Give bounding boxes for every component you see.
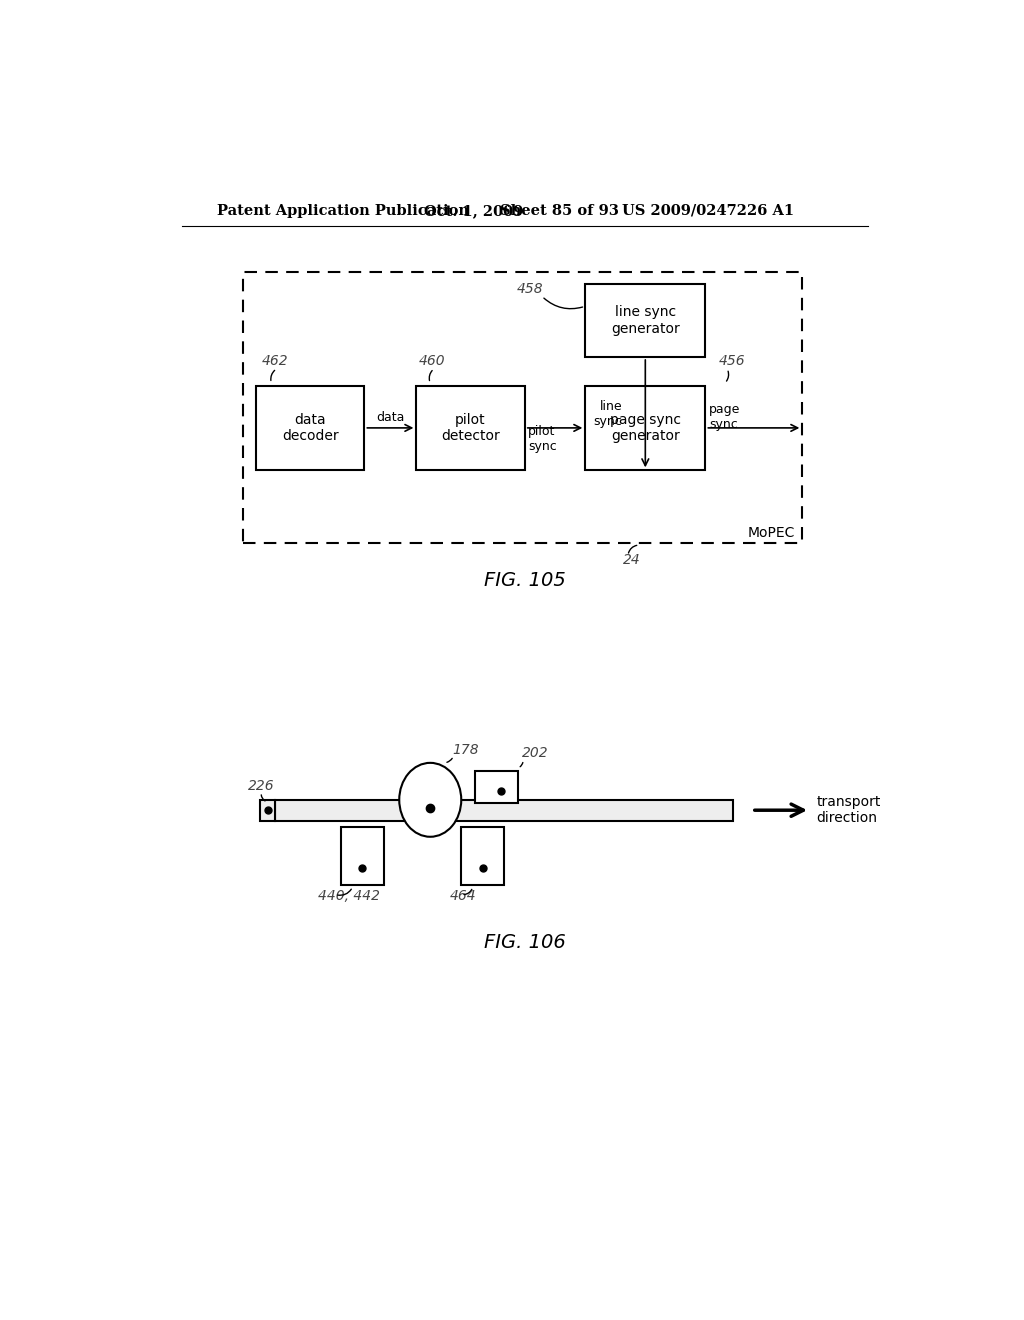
Text: page sync
generator: page sync generator [610,413,681,444]
Bar [256,385,365,470]
Bar [275,800,732,821]
Text: 458: 458 [517,282,544,296]
Bar [341,826,384,884]
Text: Oct. 1, 2009: Oct. 1, 2009 [424,203,523,218]
Text: Patent Application Publication: Patent Application Publication [217,203,469,218]
Ellipse shape [399,763,461,837]
Text: 440, 442: 440, 442 [317,888,380,903]
Bar [586,284,706,358]
Text: 202: 202 [521,747,548,760]
Bar [586,385,706,470]
Text: FIG. 105: FIG. 105 [484,570,565,590]
Text: FIG. 106: FIG. 106 [484,933,565,952]
Text: 178: 178 [452,743,478,756]
Text: 24: 24 [623,553,640,568]
Bar [260,800,275,821]
Bar [243,272,802,544]
Text: pilot
sync: pilot sync [528,425,557,453]
Text: data: data [376,411,404,424]
Text: MoPEC: MoPEC [748,527,796,540]
Bar [461,826,504,884]
Text: page
sync: page sync [710,403,740,432]
Text: 464: 464 [450,888,476,903]
Text: transport
direction: transport direction [816,795,881,825]
Text: Sheet 85 of 93: Sheet 85 of 93 [500,203,618,218]
Text: pilot
detector: pilot detector [441,413,500,444]
Text: 460: 460 [419,354,445,368]
Text: line sync
generator: line sync generator [611,305,680,335]
Text: line
sync: line sync [593,400,622,428]
Text: US 2009/0247226 A1: US 2009/0247226 A1 [622,203,794,218]
Text: 456: 456 [719,354,745,368]
Text: 462: 462 [262,354,289,368]
Bar [417,385,524,470]
Text: 226: 226 [248,779,274,793]
Bar [475,771,518,803]
Text: data
decoder: data decoder [282,413,339,444]
